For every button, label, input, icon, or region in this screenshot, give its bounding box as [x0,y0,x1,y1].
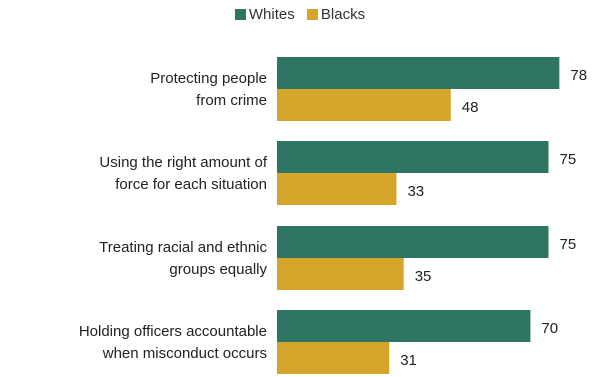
category-label: Treating racial and ethnic groups equally [99,239,267,278]
bar-blacks [277,89,451,121]
legend-item-blacks: Blacks [306,6,366,23]
legend-item-whites: Whites [234,6,295,23]
category-label: Using the right amount of force for each … [99,154,267,193]
value-label-whites: 70 [541,320,558,337]
value-label-blacks: 35 [415,268,432,285]
value-label-whites: 75 [560,236,577,253]
value-label-blacks: 31 [400,352,417,369]
bar-blacks [277,258,404,290]
category-label: Protecting people from crime [150,70,267,109]
legend-label-whites: Whites [248,6,295,23]
legend-label-blacks: Blacks [320,6,366,23]
legend: Whites Blacks [0,6,600,24]
value-label-whites: 75 [560,151,577,168]
legend-swatch-whites [234,9,246,20]
legend-swatch-blacks [306,9,318,20]
bar-whites [277,141,549,173]
value-label-whites: 78 [570,67,587,84]
bar-whites [277,226,549,258]
bar-blacks [277,342,390,374]
category-label: Holding officers accountable when miscond… [79,323,267,362]
bar-blacks [277,173,397,205]
bar-whites [277,310,531,342]
value-label-blacks: 33 [407,183,424,200]
value-label-blacks: 48 [462,99,479,116]
bar-whites [277,57,560,89]
